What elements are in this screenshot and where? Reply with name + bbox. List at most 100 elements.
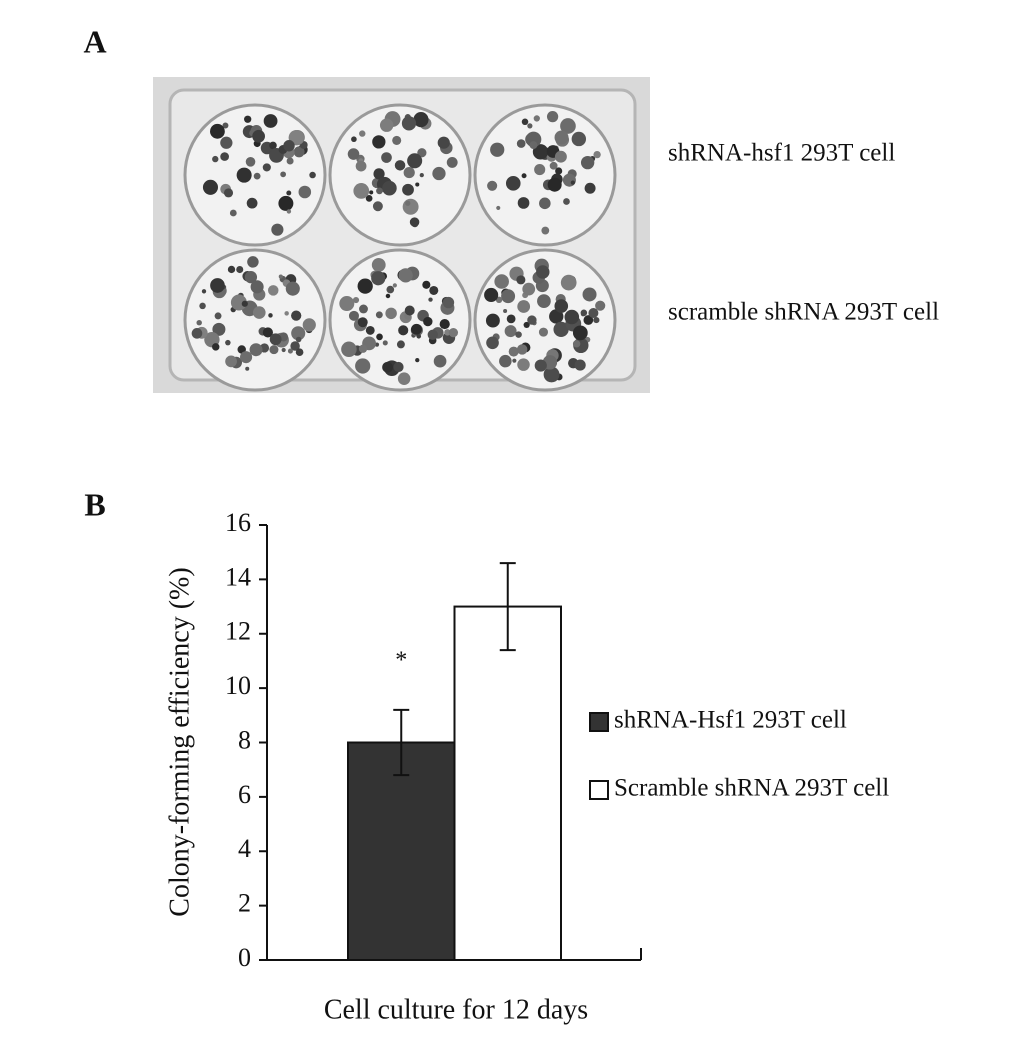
y-tick-label: 16 xyxy=(225,508,251,537)
colony xyxy=(365,194,373,202)
colony xyxy=(516,139,526,148)
colony xyxy=(291,310,302,321)
colony xyxy=(547,177,562,192)
colony xyxy=(563,198,570,205)
colony xyxy=(508,346,519,357)
colony xyxy=(284,311,289,316)
colony xyxy=(246,197,258,209)
colony xyxy=(517,197,530,209)
y-tick-label: 6 xyxy=(238,780,251,809)
colony xyxy=(401,116,417,131)
colony xyxy=(382,180,397,196)
colony xyxy=(553,321,569,338)
colony xyxy=(409,217,420,227)
colony xyxy=(348,310,359,321)
colony xyxy=(517,300,531,313)
colony xyxy=(407,153,423,169)
well xyxy=(473,248,617,392)
colony xyxy=(494,274,509,289)
colony xyxy=(484,287,499,303)
colony xyxy=(359,130,366,137)
colony xyxy=(351,136,357,143)
colony xyxy=(302,318,316,332)
colony xyxy=(543,366,560,383)
colony xyxy=(415,182,420,187)
colony xyxy=(240,351,253,364)
colony xyxy=(253,172,261,180)
colony xyxy=(403,166,415,179)
colony xyxy=(212,343,220,351)
colony xyxy=(376,187,383,195)
colony xyxy=(225,339,231,346)
colony xyxy=(271,223,284,236)
colony xyxy=(533,115,540,122)
colony xyxy=(371,271,386,286)
colony xyxy=(393,361,404,373)
colony xyxy=(212,155,219,163)
y-tick-label: 14 xyxy=(225,562,251,591)
colony xyxy=(220,136,233,149)
colony xyxy=(448,327,459,338)
y-tick-label: 0 xyxy=(238,943,251,972)
colony xyxy=(309,171,316,179)
colony xyxy=(365,325,375,335)
colony xyxy=(394,160,406,171)
colony xyxy=(521,118,529,126)
colony xyxy=(278,195,294,211)
colony xyxy=(549,161,558,170)
colony xyxy=(539,197,551,210)
y-tick-label: 10 xyxy=(225,671,251,700)
colony xyxy=(268,313,273,318)
colony xyxy=(371,258,386,272)
colony xyxy=(355,358,371,374)
colony xyxy=(411,323,422,335)
colony xyxy=(538,327,548,337)
colony xyxy=(505,176,521,191)
colony xyxy=(534,359,547,372)
colony xyxy=(523,321,530,329)
colony xyxy=(439,318,450,330)
colony xyxy=(404,305,415,316)
colony xyxy=(357,278,373,294)
colony xyxy=(199,302,206,310)
colony xyxy=(278,274,283,279)
legend-swatch xyxy=(589,780,609,800)
colony xyxy=(564,309,580,325)
colony xyxy=(501,289,516,304)
bar xyxy=(453,605,562,961)
panel-label: A xyxy=(83,23,106,59)
colony xyxy=(555,167,563,175)
colony xyxy=(369,190,374,195)
colony xyxy=(353,183,370,199)
colony xyxy=(593,316,600,324)
colony xyxy=(593,150,601,159)
colony xyxy=(245,366,250,371)
colony xyxy=(495,296,503,304)
colony xyxy=(582,287,597,302)
colony xyxy=(285,281,300,296)
colony xyxy=(250,280,264,294)
colony xyxy=(263,114,278,128)
colony xyxy=(432,166,446,181)
colony xyxy=(396,340,405,349)
colony xyxy=(339,296,355,312)
well xyxy=(473,103,617,247)
colony xyxy=(241,300,248,307)
well xyxy=(328,103,472,247)
colony xyxy=(252,129,265,143)
colony xyxy=(541,226,550,235)
y-axis-label: Colony-forming efficiency (%) xyxy=(164,567,195,916)
colony xyxy=(293,146,305,158)
colony xyxy=(584,182,596,194)
colony xyxy=(392,135,402,145)
colony xyxy=(521,173,527,179)
colony xyxy=(392,283,397,288)
colony xyxy=(287,348,293,354)
colony xyxy=(290,341,300,351)
colony xyxy=(583,315,594,325)
colony xyxy=(376,333,383,341)
colony xyxy=(386,285,395,294)
well xyxy=(183,248,327,392)
panel-label: B xyxy=(84,486,105,522)
